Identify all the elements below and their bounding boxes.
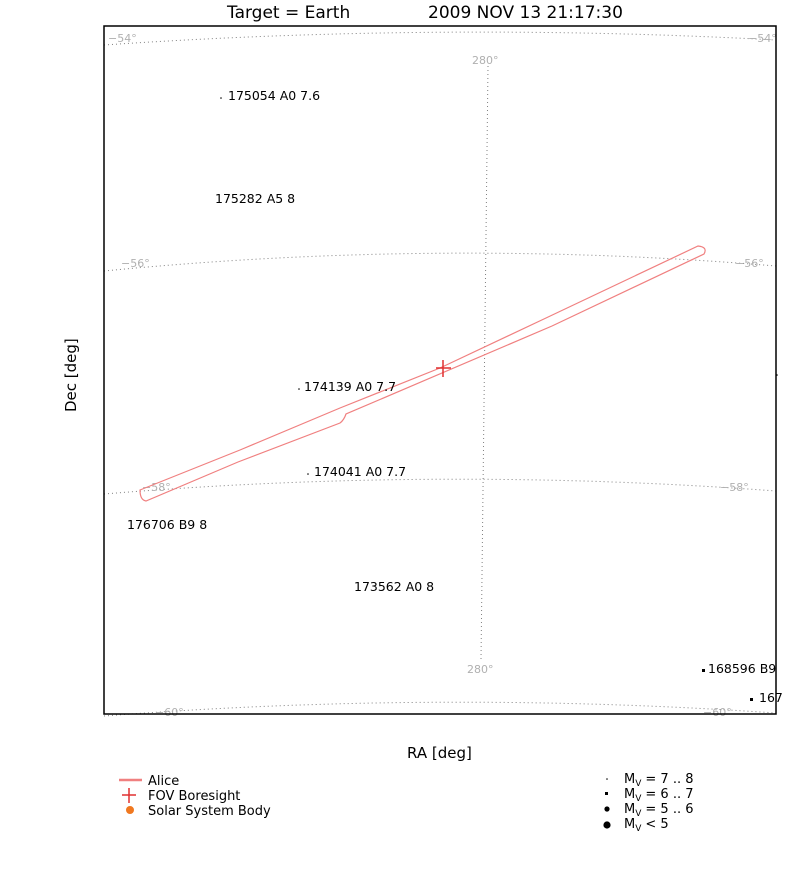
title-time: 2009 NOV 13 21:17:30 <box>428 3 623 23</box>
dec-label-60-left: −60° <box>155 706 184 719</box>
legend-mag-6-7-dot <box>605 792 608 795</box>
legend-solar-body-dot <box>126 806 134 814</box>
y-axis-label: Dec [deg] <box>62 338 80 412</box>
legend-mag-2-prefix: M <box>624 802 635 817</box>
star-label-174139: 174139 A0 7.7 <box>304 379 396 394</box>
legend-mag-3: MV < 5 <box>624 817 669 834</box>
star-label-168596: 168596 B9 <box>708 661 776 676</box>
star-175054 <box>220 97 222 99</box>
star-label-167: 167 <box>759 690 783 705</box>
star-label-175054: 175054 A0 7.6 <box>228 88 320 103</box>
legend-mag-3-sub: V <box>635 824 642 834</box>
legend-mag-3-prefix: M <box>624 817 635 832</box>
star-174041 <box>307 473 309 475</box>
dec-label-60-right: −60° <box>703 706 732 719</box>
plot-frame <box>103 25 777 715</box>
star-label-173562: 173562 A0 8 <box>354 579 434 594</box>
legend-mag-5-6-dot <box>604 806 610 812</box>
legend-mag-2-sub: V <box>635 809 642 819</box>
legend-boresight-cross <box>122 788 136 803</box>
dec-grid-line-54 <box>103 31 777 46</box>
dec-grid-line-56 <box>103 252 777 272</box>
dec-grid-line-60 <box>103 701 777 717</box>
x-axis-label: RA [deg] <box>407 744 472 762</box>
legend-mag-1-range: = 6 .. 7 <box>645 787 693 802</box>
ra-grid-line-280 <box>480 65 489 661</box>
star-label-174041: 174041 A0 7.7 <box>314 464 406 479</box>
ra-label-280-top: 280° <box>472 54 499 67</box>
coordinate-grid <box>103 31 777 717</box>
star-labels: 175054 A0 7.6 175282 A5 8 174139 A0 7.7 … <box>127 88 783 705</box>
legend: Alice FOV Boresight Solar System Body MV… <box>119 772 694 834</box>
legend-mag-7-8-dot <box>606 778 608 780</box>
legend-mag-lt5-dot <box>603 821 611 829</box>
legend-mag-2: MV = 5 .. 6 <box>624 802 694 819</box>
title-target: Target = Earth <box>226 3 350 23</box>
dec-label-58-left: −58° <box>142 481 171 494</box>
star-markers <box>220 97 778 701</box>
dec-label-56-right: −56° <box>735 257 764 270</box>
legend-mag-0-sub: V <box>635 779 642 789</box>
dec-label-56-left: −56° <box>121 257 150 270</box>
dec-label-54-right: −54° <box>748 32 777 45</box>
star-167 <box>750 698 753 701</box>
legend-mag-3-range: < 5 <box>645 817 668 832</box>
dec-label-58-right: −58° <box>720 481 749 494</box>
ra-label-280-bottom: 280° <box>467 663 494 676</box>
legend-mag-2-range: = 5 .. 6 <box>645 802 693 817</box>
dec-label-54-left: −54° <box>108 32 137 45</box>
legend-mag-0-range: = 7 .. 8 <box>645 772 693 787</box>
star-label-176706: 176706 B9 8 <box>127 517 207 532</box>
legend-alice-label: Alice <box>148 774 179 789</box>
star-174139 <box>298 388 300 390</box>
legend-mag-0-prefix: M <box>624 772 635 787</box>
fov-boresight-cross <box>436 360 451 377</box>
legend-mag-0: MV = 7 .. 8 <box>624 772 694 789</box>
legend-boresight-label: FOV Boresight <box>148 789 240 804</box>
star-168596 <box>702 669 705 672</box>
legend-mag-1-prefix: M <box>624 787 635 802</box>
legend-solar-body-label: Solar System Body <box>148 804 271 819</box>
dec-grid-line-58 <box>103 478 777 495</box>
star-label-175282: 175282 A5 8 <box>215 191 295 206</box>
legend-mag-1-sub: V <box>635 794 642 804</box>
grid-labels: −54° −54° −56° −56° −58° −58° −60° −60° … <box>108 32 777 719</box>
alice-fov-outline <box>139 245 706 502</box>
legend-mag-1: MV = 6 .. 7 <box>624 787 694 804</box>
